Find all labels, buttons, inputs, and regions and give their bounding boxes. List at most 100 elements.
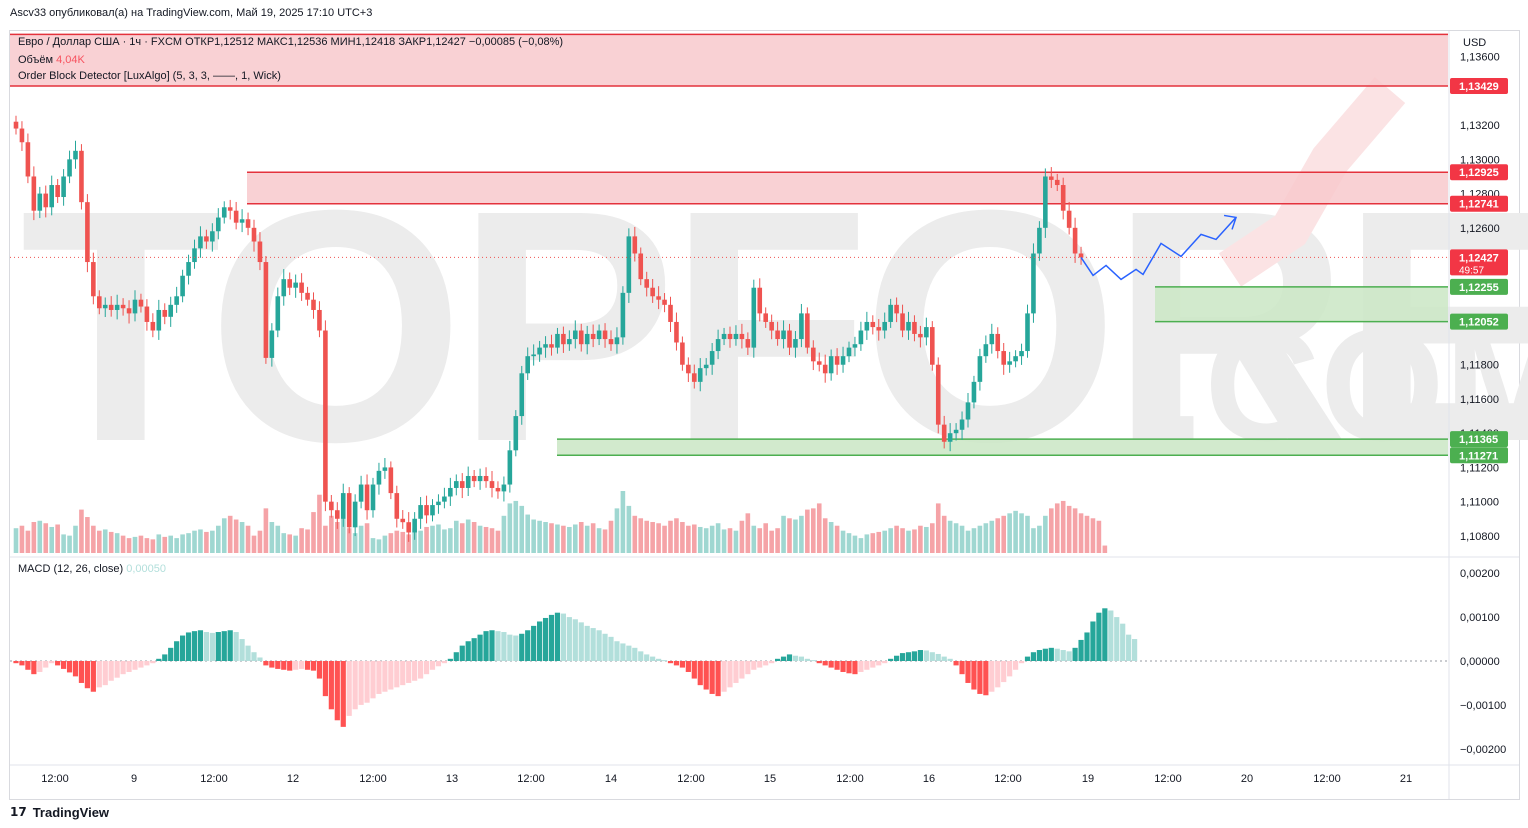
candle-body: [1043, 176, 1048, 228]
volume-bar: [132, 536, 138, 553]
candle-body: [436, 501, 441, 506]
candle-body: [525, 356, 530, 374]
time-tick-label: 9: [131, 773, 137, 785]
candle-body: [299, 282, 304, 293]
volume-bar: [150, 539, 156, 553]
candle-body: [275, 296, 281, 331]
price-tick-label: 1,11800: [1460, 360, 1499, 372]
candle-body: [912, 321, 917, 334]
candle-body: [162, 309, 168, 317]
candle-body: [198, 236, 203, 249]
candle-body: [959, 419, 965, 430]
macd-bar: [453, 652, 459, 661]
candle-body: [745, 339, 751, 348]
macd-bar: [554, 612, 561, 661]
tradingview-logo-icon: 𝟭𝟳: [10, 805, 27, 819]
macd-bar: [418, 661, 424, 679]
volume-bar: [507, 503, 513, 553]
candle-body: [930, 327, 935, 365]
volume-bar: [436, 524, 441, 553]
macd-bar: [644, 654, 650, 661]
volume-bar: [1013, 510, 1018, 553]
macd-bar: [513, 635, 519, 661]
volume-bar: [846, 533, 852, 553]
candle-body: [251, 227, 257, 242]
volume-bar: [1043, 515, 1048, 553]
candle-body: [941, 424, 947, 442]
macd-bar: [25, 661, 31, 670]
volume-bar: [1031, 528, 1036, 553]
macd-bar: [257, 657, 263, 661]
macd-bar: [429, 661, 436, 670]
macd-bar: [572, 619, 578, 661]
volume-bar: [709, 525, 715, 553]
candle-body: [703, 364, 709, 369]
macd-bar: [90, 661, 96, 692]
volume-legend[interactable]: Объём 4,04K: [18, 54, 85, 66]
candle-body: [787, 330, 792, 348]
volume-bar: [811, 508, 816, 553]
volume-bar: [465, 519, 471, 553]
macd-bar: [894, 655, 900, 661]
volume-bar: [680, 522, 685, 553]
candle-body: [192, 248, 197, 263]
macd-legend[interactable]: MACD (12, 26, close) 0,00050: [18, 563, 166, 575]
volume-bar: [567, 526, 572, 553]
volume-bar: [531, 519, 536, 553]
chart-frame[interactable]: [9, 30, 1520, 800]
candle-body: [364, 484, 370, 511]
macd-bar: [310, 661, 317, 671]
volume-bar: [91, 525, 96, 553]
macd-bar: [185, 632, 192, 661]
macd-bar: [382, 661, 388, 692]
volume-bar: [114, 533, 120, 553]
macd-tick-label: 0,00100: [1460, 612, 1500, 624]
candle-body: [573, 330, 578, 340]
candle-body: [13, 121, 19, 129]
volume-bar: [245, 525, 251, 553]
volume-bar: [775, 528, 780, 553]
macd-bar: [971, 661, 977, 690]
volume-bar: [412, 528, 417, 553]
volume-bar: [1096, 520, 1102, 553]
currency-label[interactable]: USD: [1463, 37, 1487, 49]
volume-bar: [906, 530, 911, 553]
volume-bar: [483, 526, 489, 553]
candle-body: [376, 470, 382, 485]
macd-bar: [263, 661, 269, 666]
macd-bar: [1090, 621, 1096, 661]
time-tick-label: 12:00: [359, 773, 387, 785]
volume-bar: [733, 530, 739, 553]
time-tick-label: 21: [1400, 773, 1412, 785]
candle-body: [233, 210, 239, 223]
candle-body: [97, 296, 102, 309]
volume-bar: [233, 519, 239, 553]
macd-bar: [1078, 639, 1084, 661]
volume-bar: [870, 533, 876, 553]
macd-bar: [548, 614, 555, 661]
candle-body: [721, 333, 727, 340]
macd-bar: [400, 661, 406, 686]
footer-brand[interactable]: 𝟭𝟳 TradingView: [10, 802, 109, 822]
candle-body: [1031, 253, 1036, 314]
volume-bar: [418, 530, 423, 553]
publisher-line: Ascv33 опубликовал(а) на TradingView.com…: [10, 7, 373, 19]
symbol-legend[interactable]: Евро / Доллар США · 1ч · FXCM ОТКР1,1251…: [18, 36, 564, 48]
macd-bar: [483, 631, 489, 661]
time-tick-label: 12:00: [677, 773, 705, 785]
candle-body: [55, 185, 60, 198]
macd-bar: [673, 661, 680, 666]
price-tick-label: 1,11000: [1460, 497, 1499, 509]
candle-body: [715, 339, 721, 352]
volume-bar: [578, 522, 584, 553]
macd-bar: [168, 647, 174, 661]
indicator-legend[interactable]: Order Block Detector [LuxAlgo] (5, 3, 3,…: [18, 70, 281, 82]
volume-bar: [805, 509, 810, 553]
volume-bar: [198, 529, 203, 553]
volume-bar: [596, 528, 602, 553]
volume-bar: [834, 525, 840, 553]
candle-body: [680, 342, 685, 365]
candle-body: [144, 306, 150, 322]
candle-body: [971, 381, 977, 403]
